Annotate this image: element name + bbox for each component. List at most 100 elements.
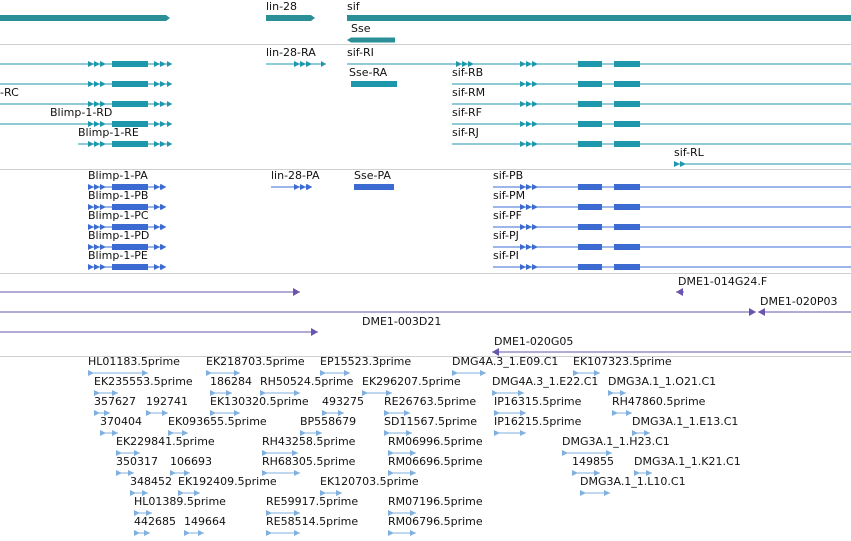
- proteins-feature[interactable]: [493, 224, 851, 230]
- ests-feature[interactable]: [146, 410, 168, 416]
- ests-feature-label[interactable]: EK229841.5prime: [116, 435, 215, 448]
- ests-feature[interactable]: [452, 370, 486, 376]
- ests-feature-label[interactable]: DMG3A.1_1.H23.C1: [562, 435, 670, 448]
- ests-feature[interactable]: [320, 490, 342, 496]
- ests-feature-label[interactable]: HL01389.5prime: [134, 495, 226, 508]
- proteins-feature-label[interactable]: lin-28-PA: [271, 169, 320, 182]
- ests-feature[interactable]: [134, 530, 150, 536]
- clones-feature[interactable]: [758, 308, 851, 316]
- proteins-feature[interactable]: [88, 264, 166, 270]
- proteins-feature[interactable]: [493, 204, 851, 210]
- ests-feature-label[interactable]: BP558679: [300, 415, 357, 428]
- proteins-feature[interactable]: [354, 184, 394, 190]
- transcripts-feature[interactable]: [351, 81, 397, 87]
- transcripts-feature-label[interactable]: sif-RJ: [452, 126, 479, 139]
- clones-feature[interactable]: [0, 288, 300, 296]
- transcripts-feature-label[interactable]: Sse-RA: [349, 66, 388, 79]
- ests-feature-label[interactable]: RH43258.5prime: [262, 435, 356, 448]
- ests-feature[interactable]: [170, 470, 190, 476]
- proteins-feature-label[interactable]: sif-PM: [493, 189, 526, 202]
- transcripts-feature-label[interactable]: sif-RB: [452, 66, 484, 79]
- genes-feature[interactable]: [266, 15, 315, 21]
- ests-feature[interactable]: [94, 410, 110, 416]
- ests-feature-label[interactable]: IP16315.5prime: [494, 395, 582, 408]
- proteins-feature-label[interactable]: Blimp-1-PD: [88, 229, 150, 242]
- ests-feature[interactable]: [580, 490, 610, 496]
- ests-feature[interactable]: [572, 470, 600, 476]
- ests-feature[interactable]: [492, 390, 524, 396]
- proteins-feature-label[interactable]: Blimp-1-PE: [88, 249, 148, 262]
- ests-feature-label[interactable]: EK093655.5prime: [168, 415, 267, 428]
- ests-feature-label[interactable]: 192741: [146, 395, 188, 408]
- ests-feature-label[interactable]: 106693: [170, 455, 212, 468]
- ests-feature-label[interactable]: EP15523.3prime: [320, 355, 412, 368]
- ests-feature[interactable]: [388, 470, 416, 476]
- ests-feature[interactable]: [634, 470, 652, 476]
- ests-feature-label[interactable]: DMG4A.3_1.E09.C1: [452, 355, 559, 368]
- ests-feature-label[interactable]: HL01183.5prime: [88, 355, 180, 368]
- ests-feature-label[interactable]: RH47860.5prime: [612, 395, 706, 408]
- ests-feature[interactable]: [206, 370, 240, 376]
- ests-feature[interactable]: [130, 490, 148, 496]
- transcripts-feature-label[interactable]: sif-RL: [674, 146, 704, 159]
- ests-feature-label[interactable]: RM06696.5prime: [388, 455, 483, 468]
- ests-feature-label[interactable]: IP16215.5prime: [494, 415, 582, 428]
- ests-feature-label[interactable]: 357627: [94, 395, 136, 408]
- ests-feature-label[interactable]: RE26763.5prime: [384, 395, 477, 408]
- ests-feature[interactable]: [300, 430, 322, 436]
- ests-feature-label[interactable]: RM06796.5prime: [388, 515, 483, 528]
- proteins-feature[interactable]: [493, 184, 851, 190]
- proteins-feature[interactable]: [88, 184, 166, 190]
- ests-feature[interactable]: [612, 410, 632, 416]
- ests-feature[interactable]: [320, 370, 350, 376]
- proteins-feature-label[interactable]: sif-PF: [493, 209, 522, 222]
- proteins-feature[interactable]: [271, 184, 312, 190]
- clones-feature-label[interactable]: DME1-020P03: [760, 295, 838, 308]
- ests-feature[interactable]: [134, 510, 152, 516]
- ests-feature[interactable]: [100, 430, 118, 436]
- transcripts-feature[interactable]: [674, 161, 851, 167]
- ests-feature-label[interactable]: DMG3A.1_1.L10.C1: [580, 475, 686, 488]
- ests-feature[interactable]: [608, 390, 626, 396]
- ests-feature[interactable]: [88, 370, 148, 376]
- ests-feature[interactable]: [384, 410, 410, 416]
- ests-feature-label[interactable]: DMG4A.3_1.E22.C1: [492, 375, 599, 388]
- ests-feature-label[interactable]: EK120703.5prime: [320, 475, 419, 488]
- ests-feature[interactable]: [116, 450, 140, 456]
- clones-feature[interactable]: [0, 328, 318, 336]
- transcripts-feature[interactable]: [452, 101, 851, 107]
- transcripts-feature[interactable]: [0, 81, 172, 87]
- ests-feature-label[interactable]: SD11567.5prime: [384, 415, 477, 428]
- clones-feature[interactable]: [676, 288, 684, 296]
- transcripts-feature[interactable]: [452, 141, 851, 147]
- clones-feature-label[interactable]: DME1-014G24.F: [678, 275, 768, 288]
- ests-feature[interactable]: [262, 470, 300, 476]
- clones-feature-label[interactable]: DME1-020G05: [494, 335, 574, 348]
- ests-feature[interactable]: [168, 430, 188, 436]
- ests-feature[interactable]: [266, 530, 300, 536]
- clones-feature[interactable]: [492, 348, 851, 356]
- proteins-feature[interactable]: [88, 204, 166, 210]
- proteins-feature[interactable]: [88, 244, 166, 250]
- genes-feature[interactable]: [0, 15, 170, 21]
- ests-feature-label[interactable]: RH50524.5prime: [260, 375, 354, 388]
- ests-feature-label[interactable]: EK235553.5prime: [94, 375, 193, 388]
- proteins-feature-label[interactable]: sif-PB: [493, 169, 524, 182]
- genes-feature-label[interactable]: lin-28: [266, 0, 298, 13]
- transcripts-feature[interactable]: [452, 81, 851, 87]
- ests-feature[interactable]: [266, 510, 300, 516]
- ests-feature[interactable]: [362, 390, 392, 396]
- ests-feature[interactable]: [562, 450, 612, 456]
- proteins-feature-label[interactable]: sif-PJ: [493, 229, 519, 242]
- proteins-feature[interactable]: [493, 244, 851, 250]
- ests-feature-label[interactable]: 350317: [116, 455, 158, 468]
- ests-feature-label[interactable]: 370404: [100, 415, 142, 428]
- ests-feature[interactable]: [210, 390, 232, 396]
- transcripts-feature-label[interactable]: sif-RM: [452, 86, 486, 99]
- ests-feature[interactable]: [116, 470, 134, 476]
- proteins-feature-label[interactable]: Blimp-1-PC: [88, 209, 149, 222]
- ests-feature-label[interactable]: EK192409.5prime: [178, 475, 277, 488]
- transcripts-feature[interactable]: [0, 101, 172, 107]
- ests-feature[interactable]: [388, 510, 416, 516]
- clones-feature[interactable]: [0, 308, 756, 316]
